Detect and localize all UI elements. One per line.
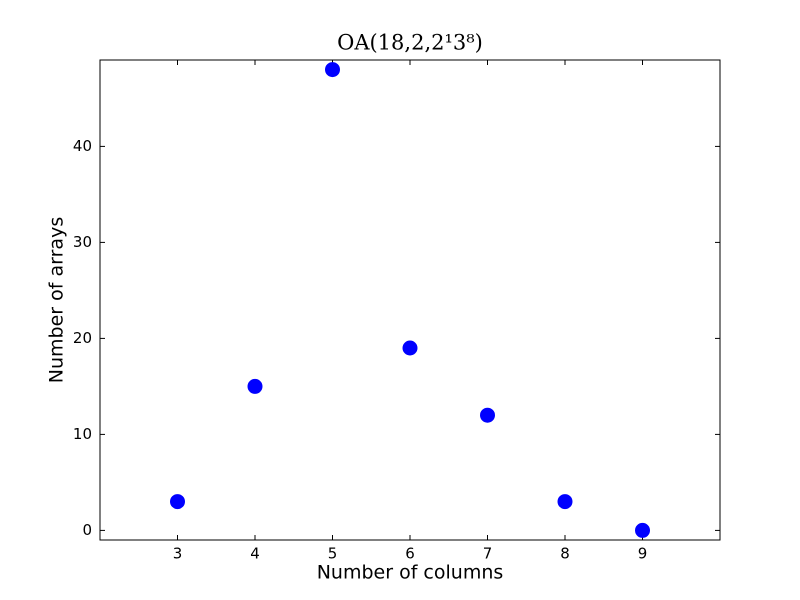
point [325,62,340,78]
point [557,494,573,510]
x-tick-label: 4 [250,545,260,563]
y-tick-label: 10 [73,425,92,443]
chart-title: OA(18,2,2¹3⁸) [337,31,483,55]
point [635,522,650,538]
x-tick-label: 5 [328,545,338,563]
point [247,378,263,394]
x-axis-label: Number of columns [317,562,504,584]
point [402,340,418,356]
point [480,407,495,423]
x-tick-label: 9 [638,545,648,563]
x-tick-label: 7 [483,545,493,563]
y-tick-label: 20 [73,329,92,347]
y-axis-label: Number of arrays [46,217,68,383]
plot-frame [99,59,721,541]
x-tick-label: 3 [173,545,183,563]
point [170,494,185,510]
y-tick-label: 30 [73,233,92,251]
y-tick-label: 40 [73,137,92,155]
y-tick-label: 0 [82,521,92,539]
x-tick-label: 8 [560,545,570,563]
x-tick-label: 6 [405,545,415,563]
